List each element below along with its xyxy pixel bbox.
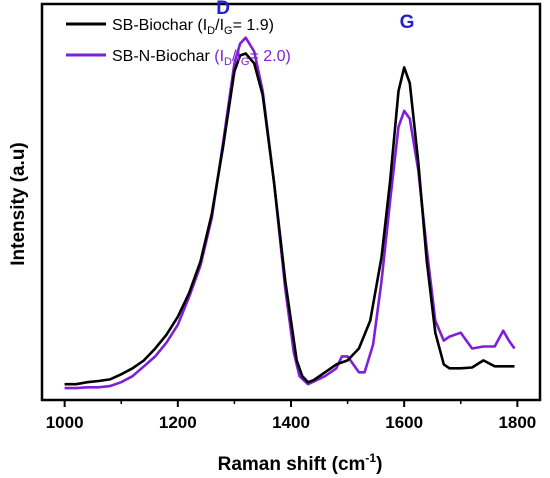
legend-ratio-a-sub: D [207,25,215,37]
legend-suffix: = 1.9) [233,17,274,34]
legend: SB-Biochar (ID/IG= 1.9) SB-N-Biochar (ID… [66,17,291,68]
legend-ratio-b-sub: G [241,56,250,68]
x-axis-title: Raman shift (cm-1) [218,451,383,475]
series-layer [64,36,516,390]
peak-label-g: G [400,12,415,33]
legend-ratio-slash: / [215,17,220,34]
series-line-sb-n-biochar [64,36,516,390]
legend-prefix: SB-Biochar ( [112,17,203,34]
legend-ratio-b: I [220,17,224,34]
x-tick-label: 1600 [385,413,423,432]
x-tick-label: 1200 [159,413,197,432]
x-ticks: 1000 1200 1400 1600 1800 [46,400,536,432]
x-tick-label: 1000 [46,413,84,432]
legend-entry-sb-n-biochar: SB-N-Biochar (ID/IG= 2.0) [112,48,291,68]
x-tick-label: 1400 [272,413,310,432]
series-line-sb-biochar [64,52,515,386]
legend-ratio-slash: / [232,48,237,65]
legend-prefix: SB-N-Biochar [112,48,214,65]
peak-label-d: D [216,0,230,19]
legend-ratio-a: I [203,17,207,34]
legend-ratio-a: (I [214,48,224,65]
legend-suffix: = 2.0) [249,48,290,65]
x-tick-label: 1800 [498,413,536,432]
x-axis-title-main: Raman shift (cm [218,454,366,475]
legend-entry-sb-biochar: SB-Biochar (ID/IG= 1.9) [112,17,274,37]
peak-annotations: DG [216,0,414,33]
legend-ratio-b: I [236,48,240,65]
x-axis-title-sup: -1 [365,451,376,465]
y-axis-title: Intensity (a.u) [8,142,29,266]
legend-ratio-a-sub: D [224,56,232,68]
legend-ratio-b-sub: G [224,25,233,37]
x-axis-title-end: ) [376,454,382,475]
